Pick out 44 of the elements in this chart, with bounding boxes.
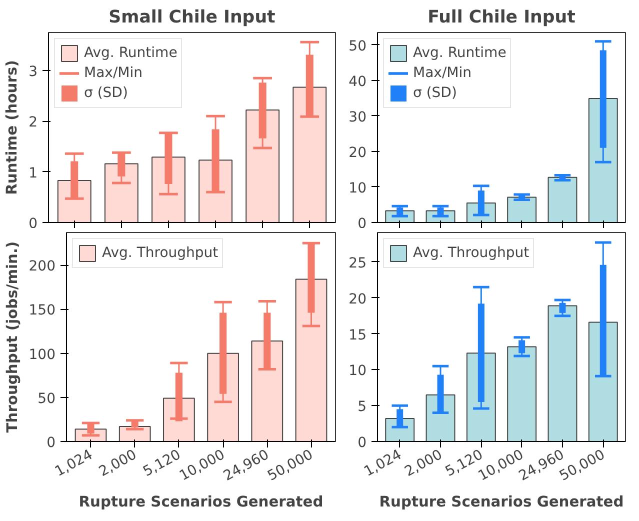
bar: [251, 340, 284, 442]
chart-title: Small Chile Input: [108, 8, 276, 28]
bar: [246, 110, 280, 222]
y-tick-label: 40: [348, 74, 367, 90]
bar: [295, 278, 328, 442]
y-tick-label: 5: [358, 399, 367, 416]
y-tick-label: 0: [28, 216, 38, 232]
bar: [548, 176, 578, 222]
x-axis-title: Rupture Scenarios Generated: [379, 494, 624, 511]
chart-title: Full Chile Input: [428, 8, 576, 28]
y-tick-label: 0: [358, 435, 367, 451]
y-tick-label: 25: [348, 255, 367, 272]
bar: [507, 196, 537, 222]
annotation: Max/Min: [413, 65, 472, 81]
y-tick-label: 150: [28, 302, 56, 319]
bar: [104, 163, 138, 222]
legend-label: σ (SD): [84, 85, 128, 101]
y-tick-label: 200: [28, 258, 56, 275]
bar: [292, 86, 327, 222]
y-tick-label: 0: [358, 216, 367, 232]
bar: [507, 346, 537, 442]
y-tick-label: 0: [46, 435, 56, 451]
y-tick-label: 2: [28, 114, 38, 131]
y-tick-label: 10: [348, 363, 367, 380]
y-tick-label: 50: [348, 38, 367, 54]
y-tick-label: 15: [348, 327, 367, 344]
y-tick-label: 20: [348, 144, 367, 161]
legend-label: Avg. Runtime: [84, 45, 178, 61]
x-axis-title: Rupture Scenarios Generated: [78, 494, 324, 511]
legend-label: Avg. Throughput: [102, 245, 218, 261]
y-tick-label: 100: [28, 346, 56, 363]
y-tick-label: 10: [348, 180, 367, 196]
y-axis-title: Runtime (hours): [4, 60, 21, 195]
y-tick-label: 30: [348, 109, 367, 126]
y-tick-label: 20: [348, 291, 367, 308]
y-tick-label: 50: [38, 390, 56, 407]
legend-label: Avg. Runtime: [413, 45, 506, 61]
annotation: Max/Min: [84, 65, 143, 81]
y-tick-label: 1: [28, 165, 38, 182]
legend-label: Avg. Throughput: [413, 245, 530, 261]
legend-label: σ (SD): [413, 85, 457, 101]
y-tick-label: 3: [28, 64, 38, 80]
bar: [548, 305, 578, 442]
y-axis-title: Throughput (jobs/min.): [4, 241, 21, 433]
